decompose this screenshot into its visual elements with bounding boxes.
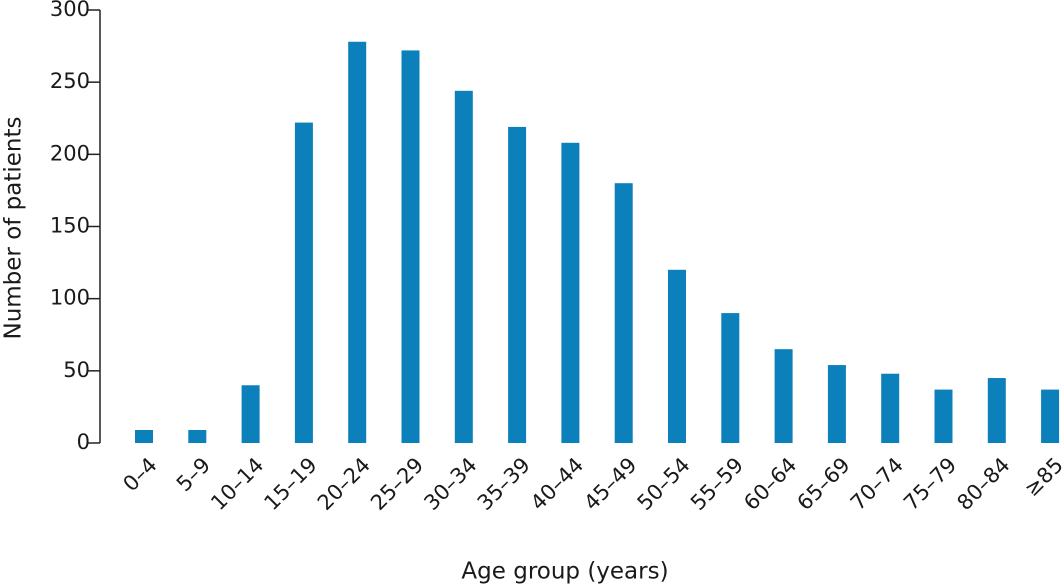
x-tick-label: 15–19 xyxy=(259,453,321,515)
y-tick-label: 250 xyxy=(50,69,90,93)
bar xyxy=(827,365,846,443)
x-tick-label: 65–69 xyxy=(792,453,854,515)
bar xyxy=(774,349,793,443)
bar xyxy=(881,373,900,443)
x-tick-label: 40–44 xyxy=(526,453,588,515)
y-tick-label: 50 xyxy=(63,358,90,382)
x-tick-label: 60–64 xyxy=(739,453,801,515)
y-tick-label: 0 xyxy=(77,430,90,454)
x-tick-label: 75–79 xyxy=(899,453,961,515)
y-axis-label: Number of patients xyxy=(1,116,27,339)
x-tick-label: 10–14 xyxy=(206,453,268,515)
bar xyxy=(614,183,633,443)
bar xyxy=(454,90,473,444)
bar xyxy=(987,378,1006,443)
x-tick-label: 30–34 xyxy=(419,453,481,515)
y-tick-label: 200 xyxy=(50,141,90,165)
x-tick-label: 70–74 xyxy=(846,453,908,515)
bar xyxy=(294,122,313,443)
bar xyxy=(1041,389,1060,443)
x-tick-label: 45–49 xyxy=(579,453,641,515)
bar xyxy=(561,142,580,443)
bar xyxy=(188,430,207,443)
x-tick-label: 55–59 xyxy=(686,453,748,515)
bar xyxy=(668,269,686,443)
x-tick-label: 5–9 xyxy=(172,453,215,496)
x-axis-label: Age group (years) xyxy=(461,559,668,585)
x-tick-label: 80–84 xyxy=(952,453,1014,515)
bar xyxy=(241,385,260,443)
x-tick-label: 25–29 xyxy=(366,453,428,515)
bar xyxy=(348,41,367,444)
bar xyxy=(135,430,153,443)
y-tick-label: 150 xyxy=(50,214,90,238)
bar xyxy=(721,313,740,443)
y-tick-label: 100 xyxy=(50,286,90,310)
x-tick-label: 20–24 xyxy=(313,453,375,515)
x-tick-label: 0–4 xyxy=(118,453,161,496)
x-tick-label: 50–54 xyxy=(633,453,695,515)
bar xyxy=(401,50,420,444)
x-tick-label: ≥85 xyxy=(1020,453,1064,501)
bar xyxy=(934,389,953,443)
x-tick-label: 35–39 xyxy=(473,453,535,515)
bar xyxy=(508,126,527,443)
y-tick-label: 300 xyxy=(50,0,90,21)
